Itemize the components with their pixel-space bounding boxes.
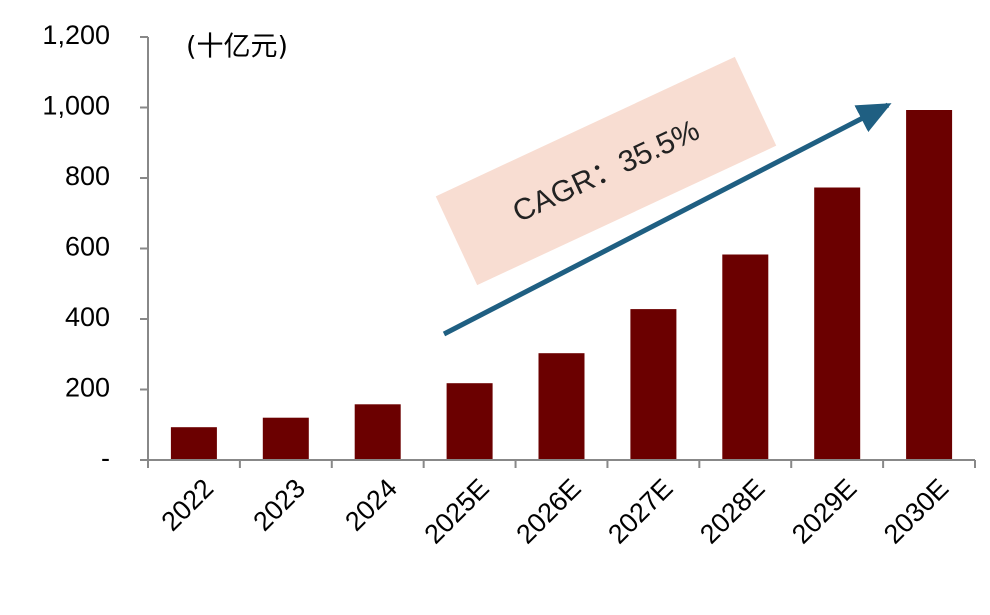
y-tick-label: 600	[65, 232, 110, 262]
bar-2028E	[722, 254, 769, 460]
y-tick-label: 400	[65, 302, 110, 332]
bar-2030E	[906, 110, 953, 460]
cagr-annotation-box	[435, 56, 777, 286]
bar-2022	[170, 427, 217, 460]
x-tick-label-2022: 2022	[156, 473, 220, 537]
y-tick-label: -	[101, 443, 110, 473]
bar-2024	[354, 404, 401, 460]
x-tick-label-2028E: 2028E	[694, 473, 770, 549]
trend-arrow	[442, 102, 892, 337]
x-tick-label-2025E: 2025E	[418, 473, 494, 549]
y-axis-unit-label: (十亿元)	[186, 32, 288, 63]
y-tick-label: 200	[65, 373, 110, 403]
x-tick-label-2024: 2024	[339, 473, 403, 537]
x-tick-label-2030E: 2030E	[878, 473, 954, 549]
y-tick-label: 1,200	[42, 20, 110, 50]
bar-2025E	[446, 383, 493, 460]
bar-2029E	[814, 187, 861, 460]
bar-2027E	[630, 309, 677, 460]
x-tick-label-2027E: 2027E	[602, 473, 678, 549]
x-tick-label-2023: 2023	[247, 473, 311, 537]
x-tick-label-2026E: 2026E	[510, 473, 586, 549]
x-tick-label-2029E: 2029E	[786, 473, 862, 549]
y-tick-label: 1,000	[42, 91, 110, 121]
bar-2023	[262, 417, 309, 460]
bar-2026E	[538, 353, 585, 460]
y-tick-label: 800	[65, 161, 110, 191]
